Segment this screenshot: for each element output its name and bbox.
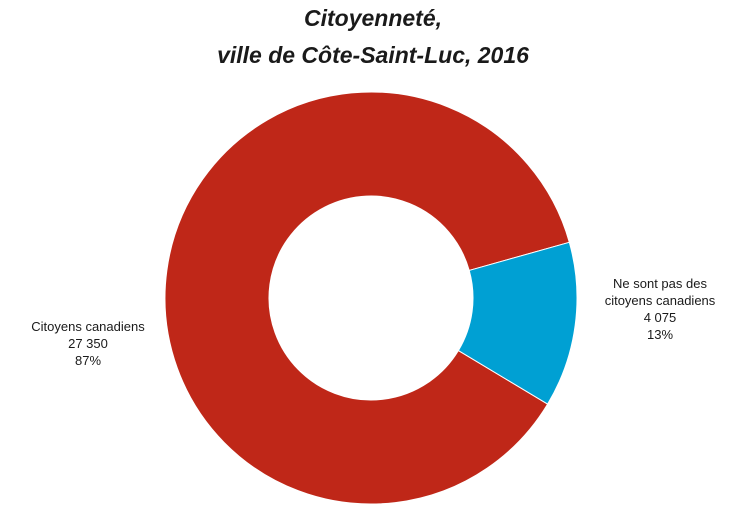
percent-label: 87%: [74, 353, 102, 368]
category-label: Citoyens canadiens: [31, 319, 145, 334]
slice-label: Ne sont pas des citoyens canadiens 4 075…: [600, 275, 720, 343]
chart-title: Citoyenneté,: [304, 5, 442, 31]
percent-label: 13%: [646, 327, 674, 342]
slice: [457, 241, 578, 405]
value-label: 27 350: [68, 336, 108, 351]
slice-label: Citoyens canadiens 27 350 87%: [18, 318, 158, 369]
value-label: 4 075: [643, 310, 677, 325]
slice: [164, 91, 570, 505]
chart-title: ville de Côte-Saint-Luc, 2016: [217, 42, 529, 68]
category-label: Ne sont pas des citoyens canadiens: [604, 276, 716, 308]
